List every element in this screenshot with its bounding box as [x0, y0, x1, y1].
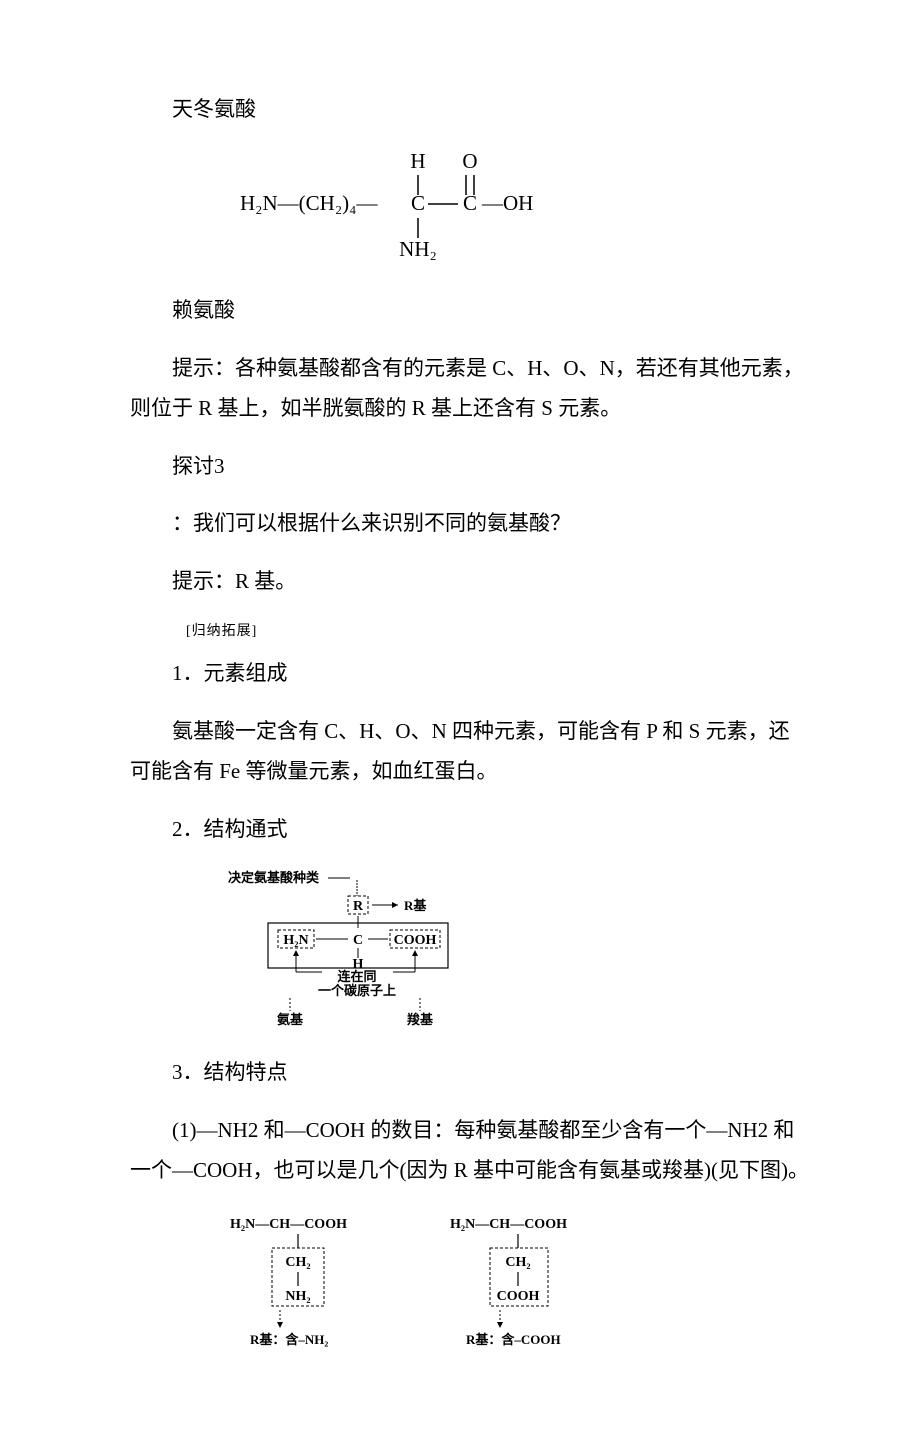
lysine-label: 赖氨酸	[130, 291, 810, 331]
amino-foot: 氨基	[276, 1012, 304, 1027]
lysine-top-o: O	[462, 149, 477, 173]
bottom-structures: H₂N—CH—COOH CH₂ NH₂ R基：含–NH₂ H₂N—CH—COOH…	[220, 1208, 810, 1373]
left-foot: R基：含–NH₂	[250, 1332, 328, 1347]
section-1-content: 氨基酸一定含有 C、H、O、N 四种元素，可能含有 P 和 S 元素，还可能含有…	[130, 712, 810, 792]
section-3-content: (1)—NH2 和—COOH 的数目：每种氨基酸都至少含有一个—NH2 和一个—…	[130, 1111, 810, 1191]
section-3-title: 3．结构特点	[130, 1053, 810, 1093]
left-line1: H₂N—CH—COOH	[230, 1217, 347, 1232]
section-1-title: 1．元素组成	[130, 654, 810, 694]
c-box: C	[353, 933, 363, 948]
bottom-label-2: 一个碳原子上	[318, 983, 396, 998]
discuss-3-title: 探讨3	[130, 447, 810, 487]
aspartic-acid-label: 天冬氨酸	[130, 90, 810, 130]
lysine-right: —OH	[481, 191, 533, 215]
r-box: R	[353, 899, 364, 914]
lysine-c1: C	[411, 191, 425, 215]
carboxyl-foot: 羧基	[407, 1012, 434, 1027]
discuss-3-question: ：我们可以根据什么来识别不同的氨基酸？	[130, 504, 810, 544]
lysine-structure: H O H₂N—(CH₂)₄— C C —OH NH₂	[230, 148, 810, 273]
r-label: R基	[404, 898, 427, 913]
right-foot: R基：含–COOH	[466, 1332, 561, 1347]
cooh-box: COOH	[394, 933, 437, 948]
lysine-left: H₂N—(CH₂)₄—	[240, 191, 378, 215]
hint-r-group: 提示：R 基。	[130, 562, 810, 602]
hint-elements: 提示：各种氨基酸都含有的元素是 C、H、O、N，若还有其他元素，则位于 R 基上…	[130, 349, 810, 429]
induction-expansion-label: [归纳拓展]	[130, 620, 810, 640]
left-ch2: CH₂	[285, 1255, 310, 1270]
lysine-top-h: H	[410, 149, 425, 173]
bottom-label-1: 连在同	[337, 969, 376, 984]
right-cooh: COOH	[497, 1289, 540, 1304]
general-formula-diagram: 决定氨基酸种类 R R基 H₂N C COOH	[220, 868, 810, 1033]
section-2-title: 2．结构通式	[130, 810, 810, 850]
lysine-bottom: NH₂	[399, 237, 437, 261]
left-nh2: NH₂	[285, 1289, 310, 1304]
lysine-c2: C	[463, 191, 477, 215]
h2n-box: H₂N	[283, 933, 308, 948]
right-line1: H₂N—CH—COOH	[450, 1217, 567, 1232]
right-ch2: CH₂	[505, 1255, 530, 1270]
top-label: 决定氨基酸种类	[228, 870, 320, 885]
